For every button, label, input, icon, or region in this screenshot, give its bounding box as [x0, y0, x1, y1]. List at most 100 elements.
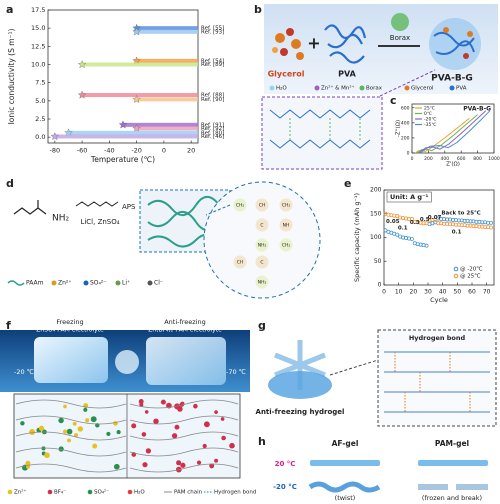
legend-label: Zn²⁺ [58, 280, 72, 287]
x-tick-label: 0 [162, 147, 166, 155]
data-point [395, 214, 400, 219]
series-line [415, 117, 470, 154]
molecule [113, 463, 120, 470]
left-subtitle: ZnSO₄-PAM electrolyte [36, 327, 104, 334]
zoom-line [379, 69, 436, 97]
x-tick-label: 20 [410, 289, 418, 296]
atom-label: C [260, 223, 263, 229]
title-box [386, 191, 432, 203]
molecule [67, 438, 71, 443]
molecule [44, 452, 50, 459]
y-tick-label: 200 [401, 135, 410, 141]
data-point [424, 243, 429, 248]
atom-label: NH₂ [258, 280, 267, 286]
data-point [489, 225, 494, 230]
legend-label: -20℃ [424, 117, 436, 123]
panel-label: a [6, 3, 13, 16]
range-bar [54, 134, 199, 139]
annotation: 0.05 [386, 219, 400, 225]
range-bar [136, 97, 198, 102]
x-tick-label: 600 [457, 156, 466, 162]
molecule [180, 462, 186, 468]
plot-frame [411, 103, 495, 154]
range-bar [136, 29, 198, 34]
x-tick-label: 40 [439, 289, 447, 296]
initiator: APS [122, 203, 136, 211]
category-label: Ref. [93] [201, 29, 224, 35]
molecule [63, 404, 67, 409]
pva-label: PVA [338, 70, 357, 79]
molecule [92, 443, 98, 449]
atom-bubble [255, 218, 269, 232]
x-tick-label: 1000 [488, 156, 500, 162]
molecule [131, 423, 137, 429]
molecule [38, 425, 45, 431]
molecule [113, 421, 118, 426]
atom-label: CH [259, 203, 266, 209]
annotation: 0.07 [428, 215, 442, 221]
atom-label: CH₂ [236, 203, 245, 209]
polymer-chain [15, 415, 239, 425]
category-label: Ref. [90] [201, 97, 224, 103]
molecule [209, 463, 215, 469]
star-marker [132, 27, 141, 36]
panel-g: Anti-freezing hydrogel Hydrogen bond [256, 329, 497, 427]
molecule [90, 416, 97, 423]
gel-cube [146, 337, 226, 385]
panel-label: b [254, 3, 262, 16]
panel-label: f [6, 319, 11, 332]
row-title: -20 °C [273, 483, 297, 491]
x-axis-label: Z'(Ω) [446, 162, 460, 168]
polymer-chain [15, 431, 239, 441]
data-point [409, 236, 414, 241]
zoom-line [329, 359, 379, 376]
y-tick-label: 7.5 [35, 79, 45, 87]
data-point [433, 217, 438, 222]
y-tick-label: 17.5 [31, 6, 45, 14]
x-tick-label: 20 [187, 147, 195, 155]
legend-marker [127, 489, 133, 495]
series-line [419, 110, 491, 154]
legend-label: SO₄²⁻ [90, 280, 107, 287]
star-marker [77, 90, 87, 99]
molecule [66, 428, 73, 435]
structure-lines [269, 109, 371, 149]
molecule [83, 407, 88, 412]
x-tick-label: -80 [50, 147, 61, 155]
legend-label: 0℃ [424, 111, 432, 117]
col-title: AF-gel [332, 439, 359, 448]
legend-label: PVA [456, 86, 467, 92]
annotation: 0.3 [410, 220, 420, 226]
molecule [138, 399, 144, 404]
x-tick-label: 10 [395, 289, 403, 296]
left-temp: -20 ℃ [14, 368, 34, 376]
molecule [62, 429, 68, 434]
molecule [203, 421, 210, 428]
annotation: 0.1 [398, 226, 408, 232]
atom-bubble [233, 255, 247, 269]
legend-marker [404, 85, 410, 91]
glycerol-cluster [272, 28, 304, 60]
borax-label: Borax [390, 34, 410, 42]
panel-f: Freezing ZnSO₄-PAM electrolyte Anti-free… [0, 318, 256, 496]
y-tick-label: 10.0 [31, 61, 45, 69]
legend-marker [314, 85, 320, 91]
molecule [153, 418, 159, 425]
category-label: Ref. [89] [201, 62, 224, 68]
y-tick-label: 15.0 [31, 24, 45, 32]
pva-chains [324, 24, 367, 64]
legend-label: PAM chain [174, 490, 203, 496]
legend-marker [7, 280, 25, 286]
y-tick-label: 2.5 [35, 115, 45, 123]
molecule [220, 417, 225, 421]
annotation: 0.5 [420, 217, 430, 223]
legend-label: Zn²⁺ [14, 489, 26, 496]
data-point [383, 228, 388, 233]
category-label: Ref. [92] [201, 126, 224, 132]
y-tick-label: 0 [407, 151, 410, 157]
x-tick-label: 200 [424, 156, 433, 162]
y-tick-label: 50 [374, 258, 382, 265]
y-tick-label: 600 [401, 105, 410, 111]
x-tick-label: 50 [454, 289, 462, 296]
